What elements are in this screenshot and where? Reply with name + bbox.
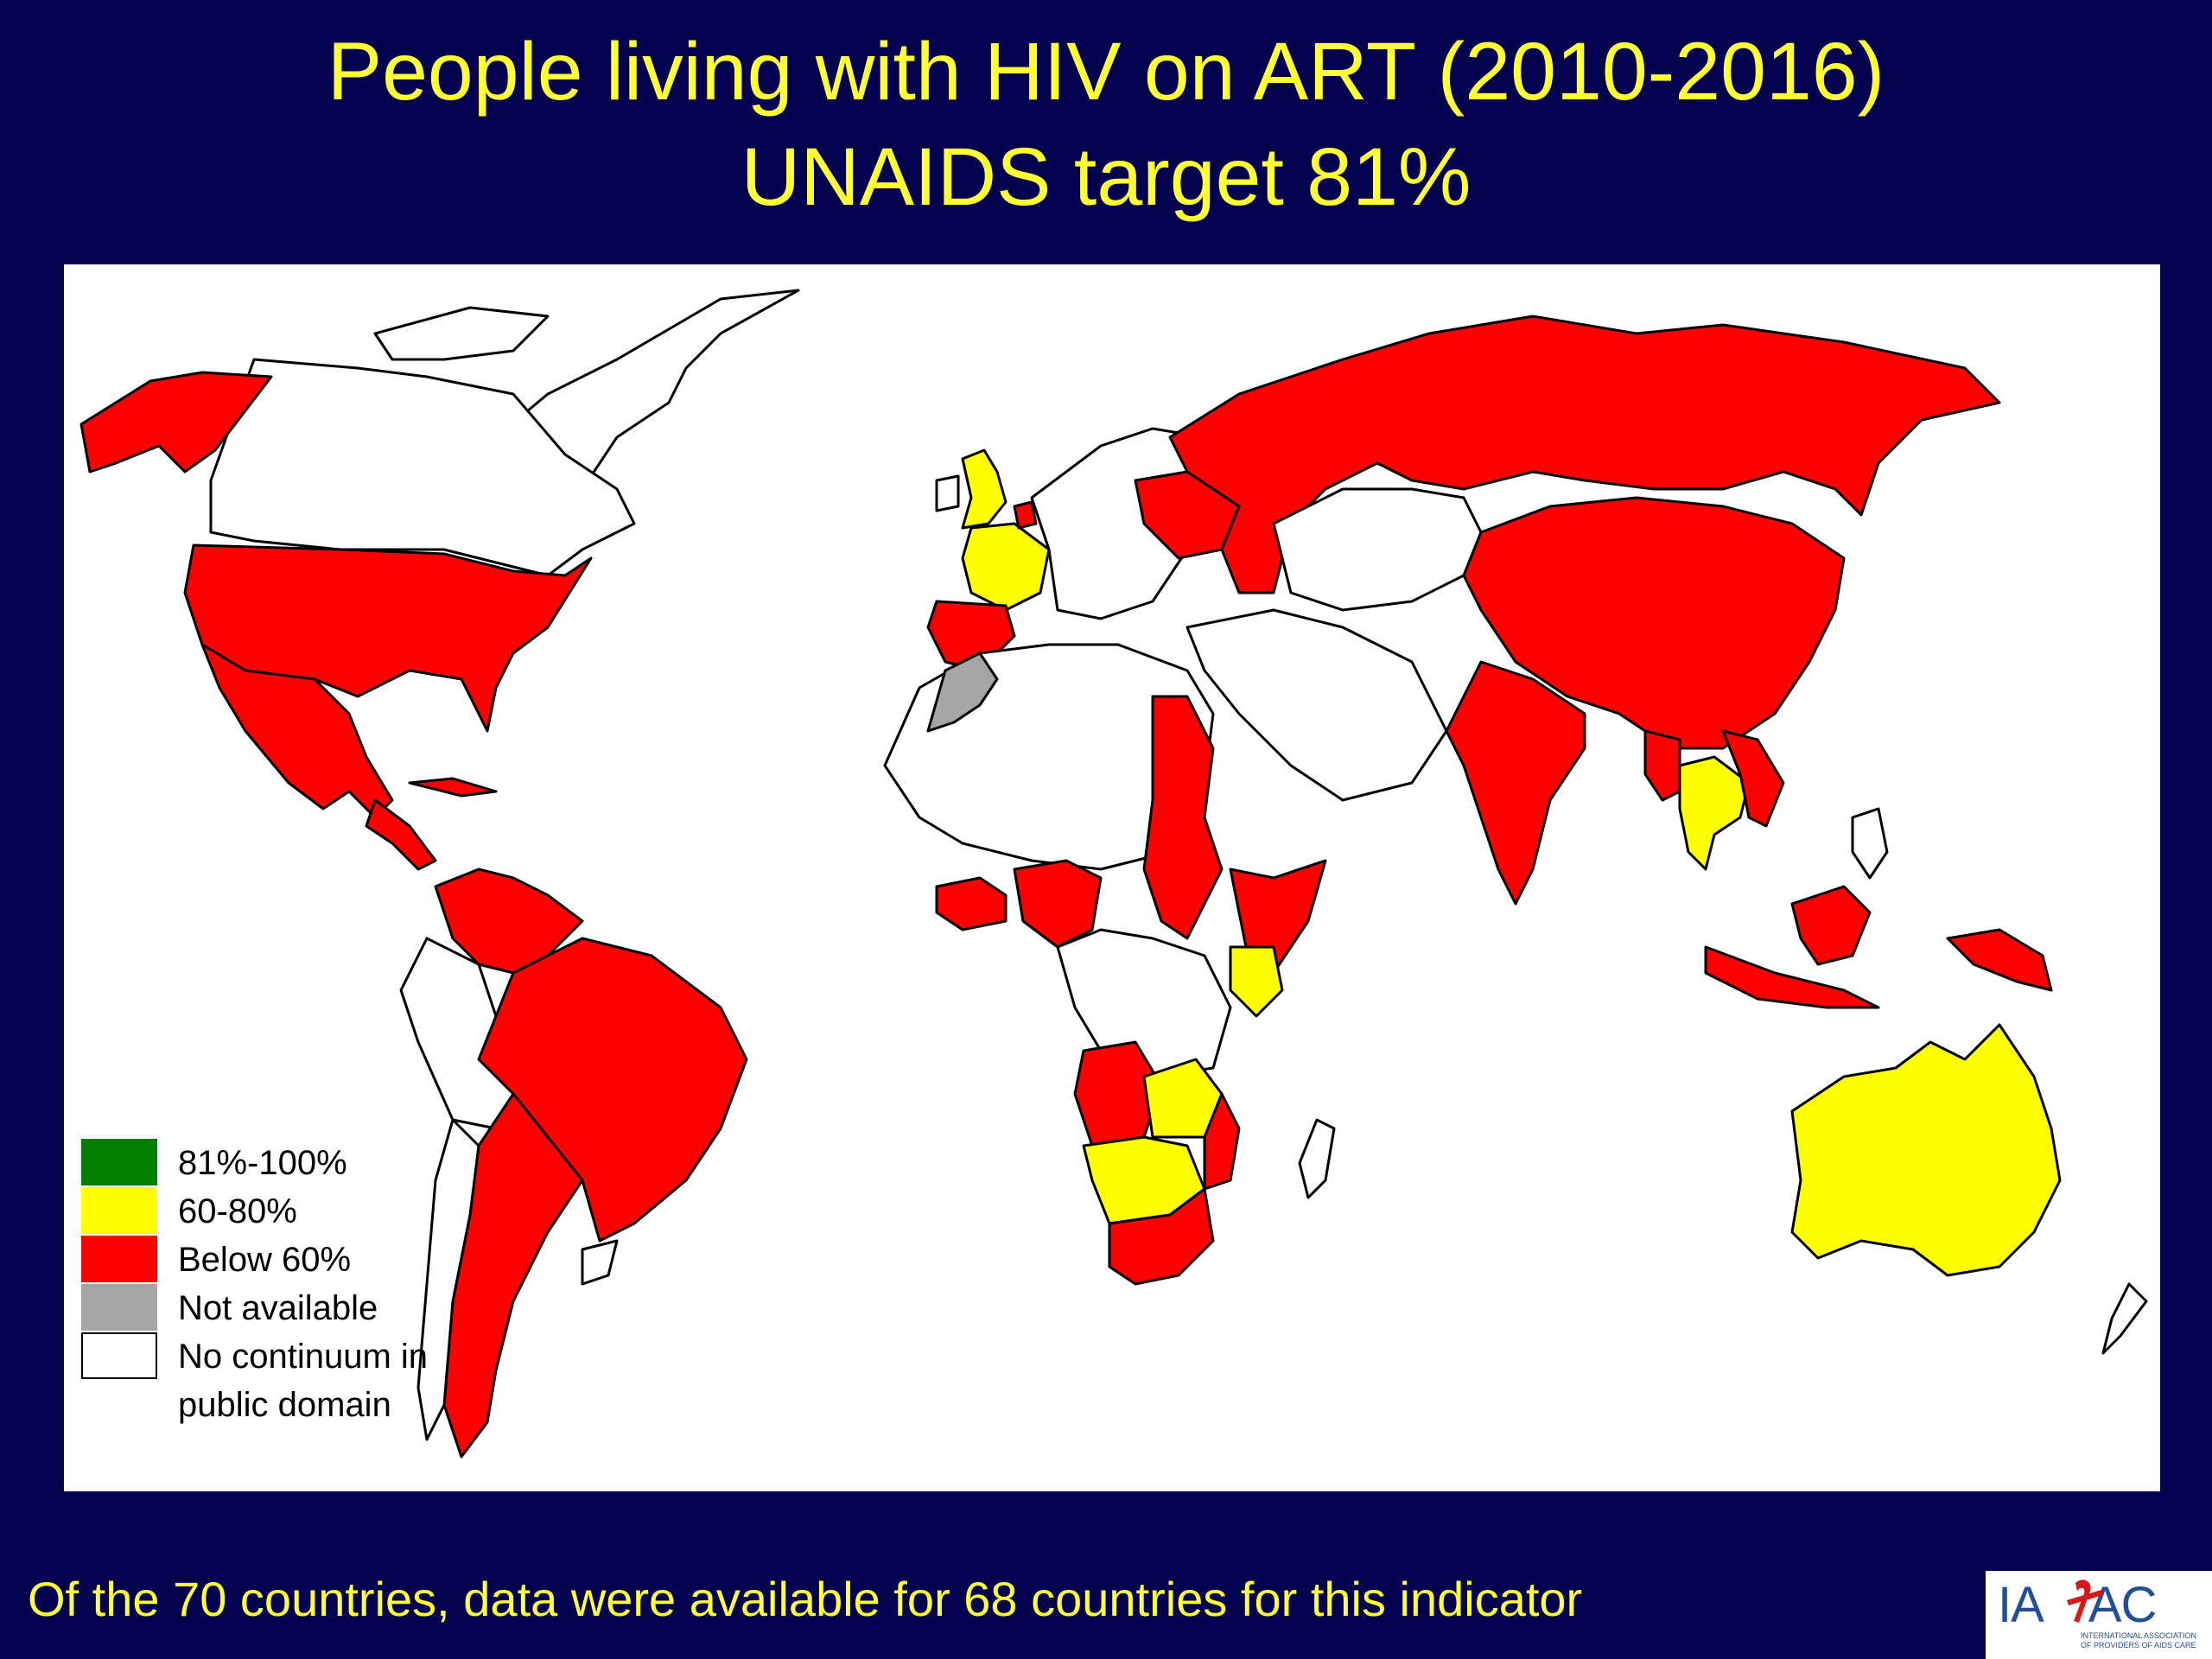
legend-swatch-white	[81, 1332, 157, 1379]
region-uruguay	[581, 1239, 619, 1286]
iapac-logo: IA AC INTERNATIONAL ASSOCIATION OF PROVID…	[1986, 1571, 2212, 1659]
legend-label-no-continuum: No continuum in	[178, 1338, 429, 1376]
footer-note: Of the 70 countries, data were available…	[28, 1572, 1583, 1626]
region-france	[961, 522, 1051, 612]
legend-row-no-continuum: No continuum in public domain	[81, 1332, 565, 1424]
red-ribbon-icon	[2067, 1580, 2103, 1623]
region-indonesia	[1704, 945, 1880, 1009]
region-central-america	[365, 798, 437, 871]
logo-subtitle: INTERNATIONAL ASSOCIATION OF PROVIDERS O…	[2081, 1631, 2196, 1649]
region-russia	[1168, 315, 2001, 594]
region-netherlands	[1013, 500, 1038, 530]
legend-swatch-red	[81, 1236, 157, 1282]
region-myanmar	[1643, 729, 1681, 802]
region-new-zealand	[2101, 1282, 2148, 1355]
legend-swatch-green	[81, 1139, 157, 1185]
region-colombia-venezuela	[434, 868, 584, 975]
legend-row-not-available: Not available	[81, 1284, 565, 1332]
region-kenya	[1229, 945, 1284, 1018]
region-egypt-sudan	[1142, 695, 1224, 940]
legend-swatch-yellow	[81, 1187, 157, 1234]
world-map-panel: 81%-100% 60-80% Below 60% Not available …	[64, 264, 2160, 1491]
logo-text: IA AC	[1998, 1577, 2158, 1633]
region-thailand-cambodia	[1678, 755, 1751, 871]
legend-label-below-60: Below 60%	[178, 1241, 352, 1279]
region-philippines	[1851, 807, 1889, 880]
region-south-africa	[1108, 1187, 1215, 1286]
region-ireland	[935, 474, 960, 512]
legend: 81%-100% 60-80% Below 60% Not available …	[81, 1139, 565, 1424]
legend-label-public-domain: public domain	[178, 1386, 391, 1424]
slide-title: People living with HIV on ART (2010-2016…	[0, 19, 2212, 230]
region-middle-east	[1185, 608, 1448, 802]
legend-label-target: 81%-100%	[178, 1144, 347, 1182]
world-map	[79, 289, 2148, 1459]
region-mozambique	[1203, 1092, 1241, 1191]
legend-row-target: 81%-100%	[81, 1139, 565, 1187]
region-vietnam-laos	[1721, 729, 1785, 828]
region-papua	[1946, 928, 2053, 992]
region-morocco	[926, 652, 999, 733]
region-borneo	[1790, 885, 1872, 966]
title-line-2: UNAIDS target 81%	[741, 131, 1471, 223]
legend-row-60-80: 60-80%	[81, 1187, 565, 1236]
region-central-africa	[1056, 928, 1232, 1078]
region-madagascar	[1298, 1118, 1336, 1199]
region-west-africa	[935, 876, 1007, 931]
region-canadian-arctic	[373, 306, 550, 361]
region-central-asia	[1272, 487, 1483, 612]
region-australia	[1790, 1023, 2062, 1277]
region-south-asia-india	[1445, 660, 1586, 906]
logo-text-right: AC	[2088, 1577, 2158, 1633]
region-nigeria	[1013, 859, 1103, 949]
region-alaska	[79, 371, 273, 474]
legend-swatch-gray	[81, 1284, 157, 1331]
region-china	[1462, 496, 1846, 750]
region-canada	[209, 358, 636, 577]
region-cuba	[408, 777, 498, 798]
legend-label-60-80: 60-80%	[178, 1192, 297, 1230]
legend-label-not-available: Not available	[178, 1289, 378, 1327]
title-line-1: People living with HIV on ART (2010-2016…	[327, 26, 1885, 118]
region-uk	[961, 448, 1007, 530]
logo-text-left: IA	[1998, 1577, 2044, 1633]
region-chile	[416, 1118, 480, 1441]
legend-row-below-60: Below 60%	[81, 1236, 565, 1284]
region-ethiopia-somalia	[1229, 859, 1327, 975]
